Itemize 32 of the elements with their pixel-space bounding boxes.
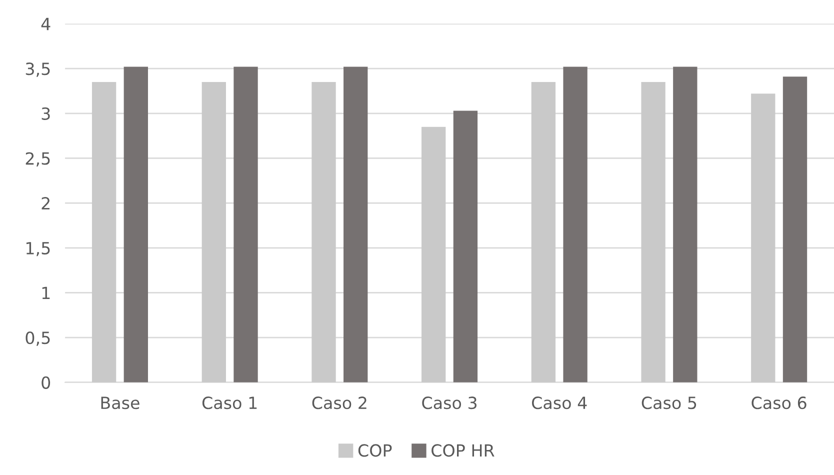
y-tick-label: 1,5 (26, 242, 50, 256)
bar (92, 82, 116, 382)
y-tick-label: 3 (42, 107, 50, 120)
bar (234, 66, 258, 382)
y-tick-label: 0 (42, 376, 50, 389)
legend-label: COP (358, 444, 392, 457)
x-tick-label: Caso 3 (422, 396, 477, 410)
y-tick-label: 4 (41, 18, 50, 30)
bar (453, 110, 478, 382)
bar (124, 66, 148, 382)
x-tick-label: Base (101, 396, 140, 410)
bar (202, 82, 226, 382)
bar (782, 76, 808, 382)
y-tick-label: 2 (42, 197, 50, 210)
x-tick-label: Caso 4 (532, 396, 587, 410)
y-tick-label: 0,5 (26, 332, 50, 346)
x-tick-label: Caso 2 (312, 396, 366, 410)
bar (751, 94, 776, 382)
bar (344, 66, 368, 382)
y-tick-label: 3,5 (26, 62, 50, 77)
y-tick-label: 1 (42, 286, 50, 300)
legend-label: COP HR (432, 444, 494, 457)
bar (673, 66, 698, 382)
bar (563, 66, 588, 382)
x-tick-label: Caso 1 (202, 396, 257, 410)
x-tick-label: Caso 5 (642, 396, 696, 410)
bar (422, 126, 446, 382)
bar (641, 82, 666, 382)
bar (531, 82, 556, 382)
bar (312, 82, 336, 382)
x-tick-label: Caso 6 (752, 396, 806, 410)
y-tick-label: 2,5 (26, 152, 50, 167)
